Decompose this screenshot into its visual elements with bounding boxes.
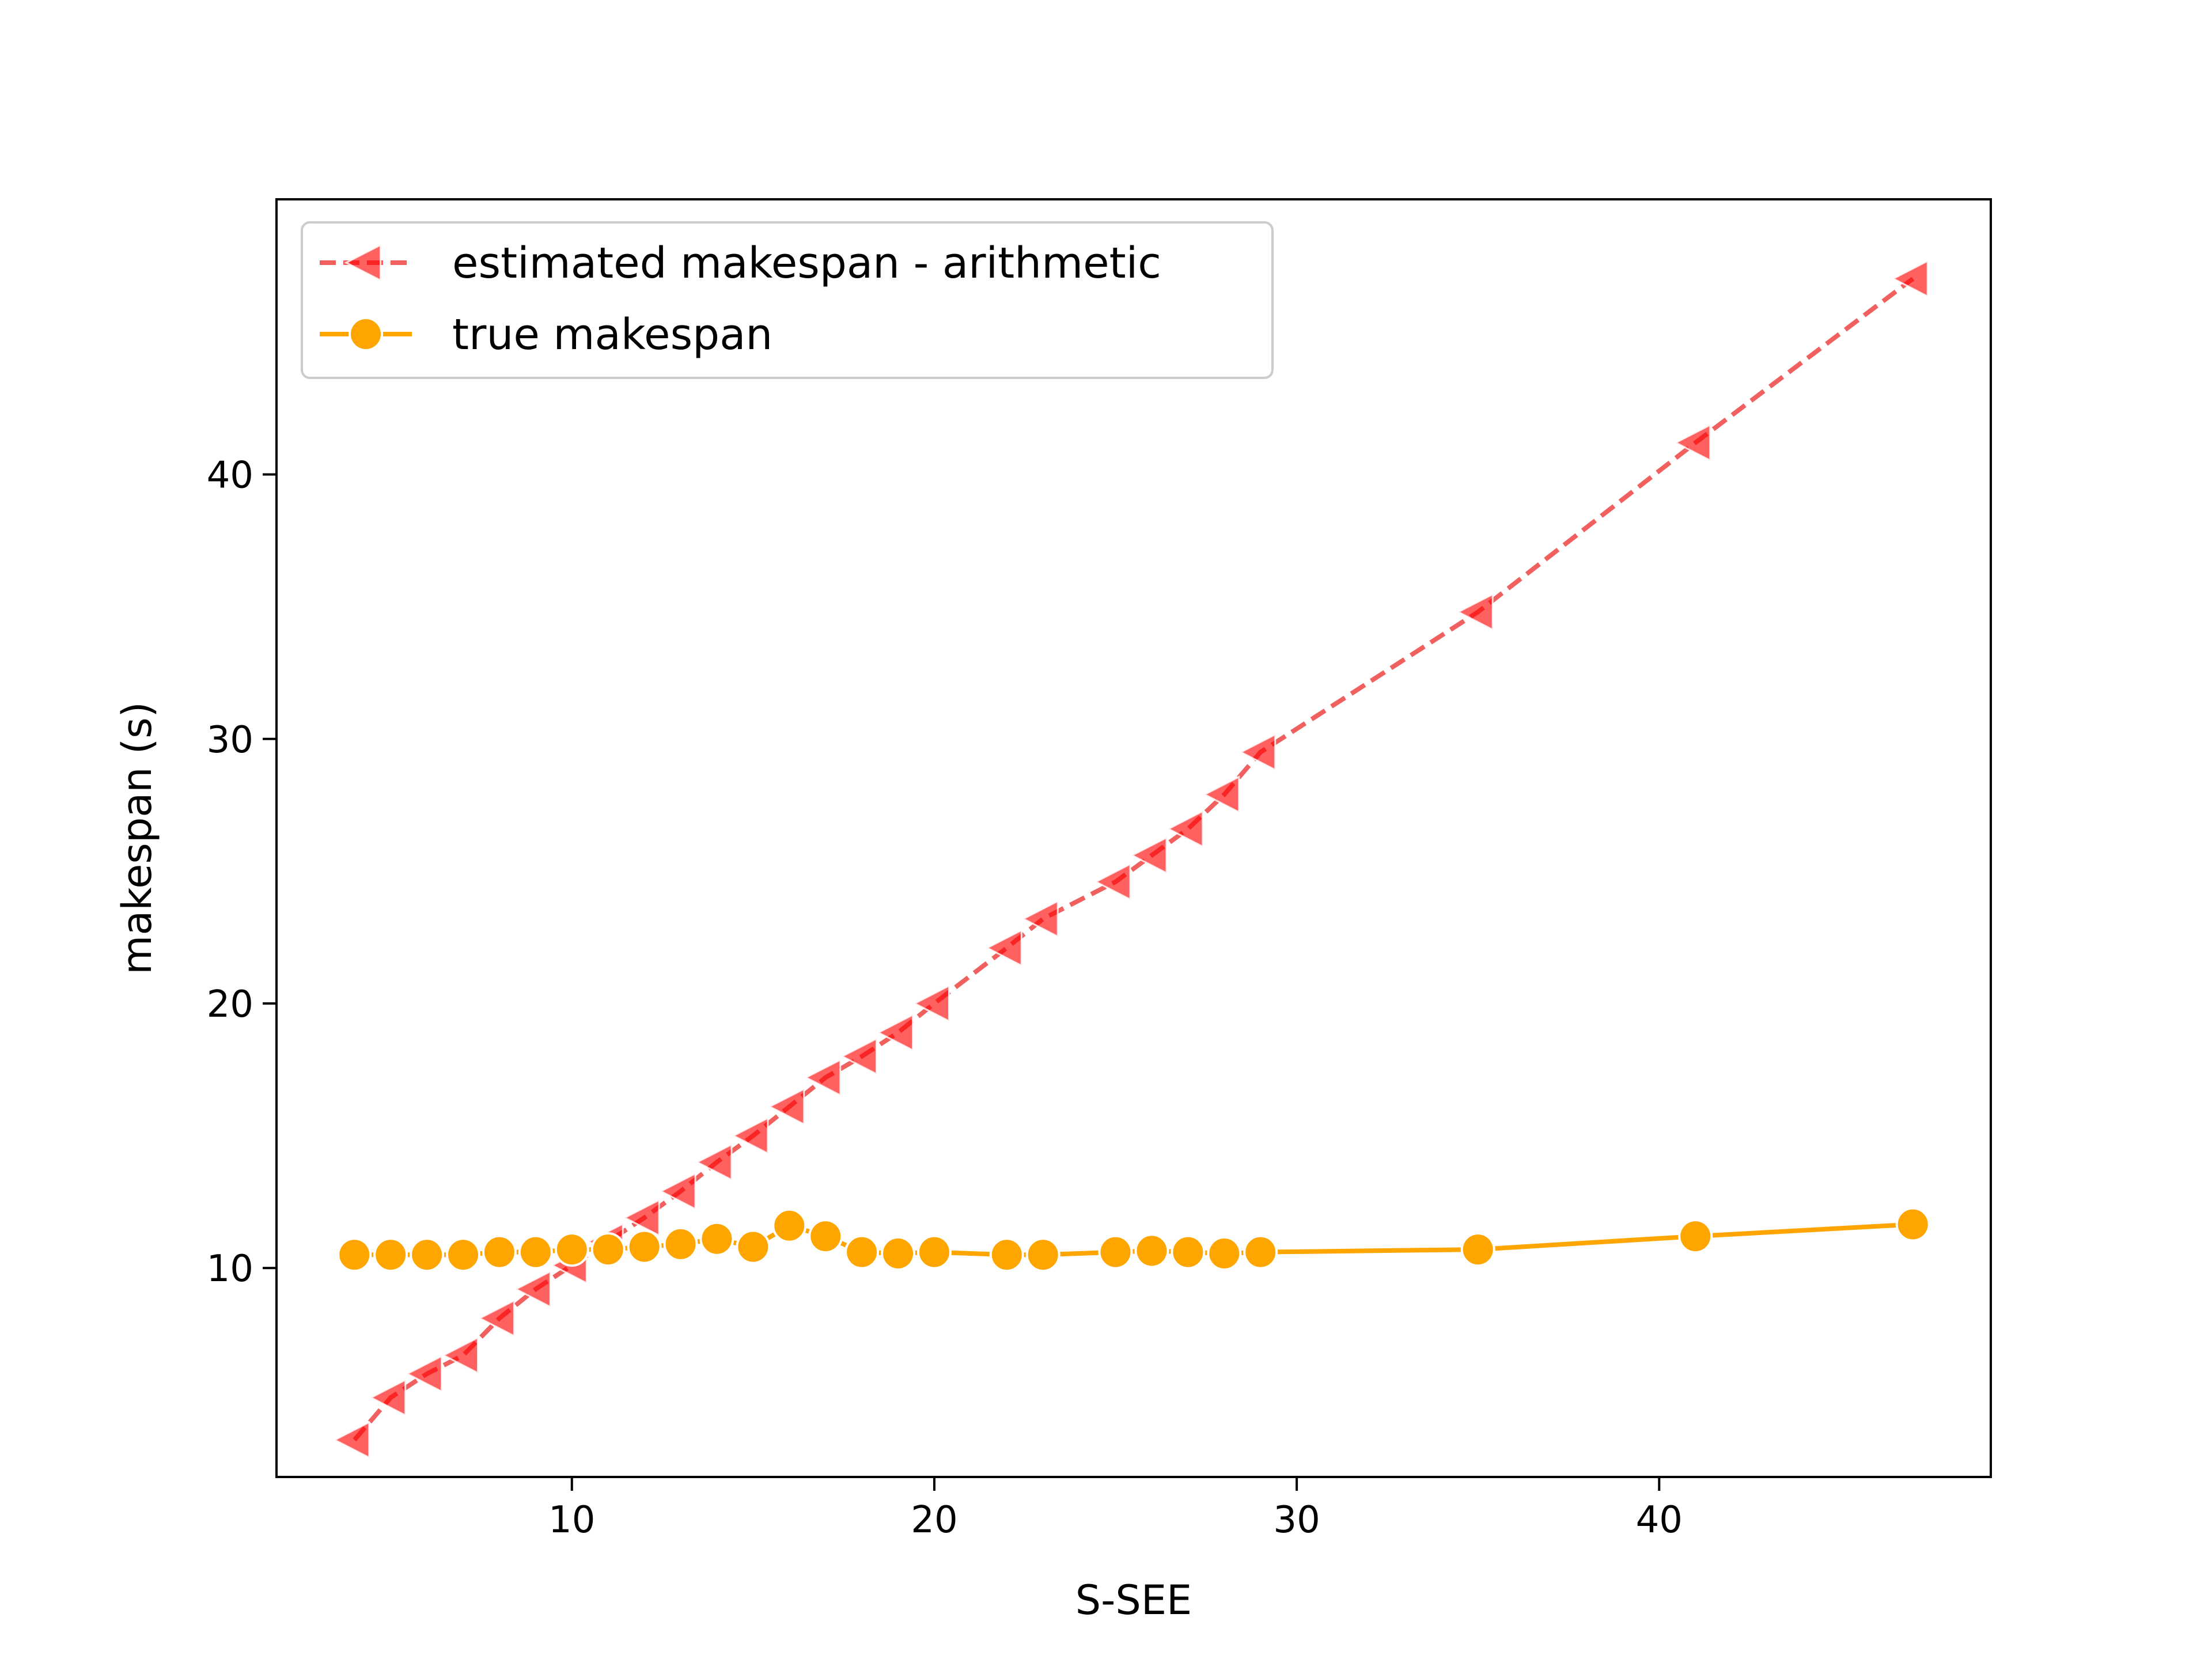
data-point-true-makespan-11 bbox=[590, 1232, 626, 1267]
data-point-true-makespan-28 bbox=[1207, 1236, 1242, 1271]
x-tick-label-40: 40 bbox=[1636, 1499, 1683, 1541]
data-point-estimated-makespan-arithmetic-16 bbox=[768, 1088, 805, 1126]
data-point-true-makespan-29 bbox=[1243, 1234, 1278, 1270]
data-point-estimated-makespan-arithmetic-19 bbox=[876, 1013, 914, 1052]
data-point-true-makespan-41 bbox=[1678, 1219, 1713, 1254]
data-point-true-makespan-20 bbox=[916, 1234, 952, 1270]
data-point-true-makespan-19 bbox=[881, 1236, 916, 1271]
ticks-layer: 10 20 30 40 10 20 30 40 bbox=[207, 454, 1683, 1541]
data-point-true-makespan-10 bbox=[554, 1232, 589, 1267]
data-point-estimated-makespan-arithmetic-41 bbox=[1673, 423, 1711, 462]
data-point-true-makespan-26 bbox=[1134, 1233, 1169, 1268]
x-axis-label: S-SEE bbox=[1075, 1577, 1192, 1624]
legend-label-true: true makespan bbox=[452, 310, 772, 359]
data-point-estimated-makespan-arithmetic-29 bbox=[1238, 733, 1277, 771]
data-point-true-makespan-18 bbox=[844, 1234, 880, 1270]
series-estimated-makespan-arithmetic bbox=[332, 259, 1929, 1459]
data-point-estimated-makespan-arithmetic-22 bbox=[985, 929, 1022, 967]
legend: estimated makespan - arithmetic true mak… bbox=[301, 221, 1274, 379]
data-point-estimated-makespan-arithmetic-9 bbox=[514, 1270, 551, 1309]
legend-label-estimated: estimated makespan - arithmetic bbox=[452, 238, 1161, 288]
data-point-estimated-makespan-arithmetic-15 bbox=[732, 1116, 769, 1155]
data-point-estimated-makespan-arithmetic-5 bbox=[369, 1378, 407, 1417]
data-point-true-makespan-13 bbox=[663, 1226, 698, 1262]
data-point-true-makespan-25 bbox=[1098, 1234, 1133, 1270]
series-layer bbox=[332, 259, 1930, 1459]
data-point-true-makespan-35 bbox=[1460, 1232, 1495, 1267]
data-point-true-makespan-16 bbox=[772, 1208, 807, 1243]
x-tick-label-10: 10 bbox=[548, 1499, 595, 1541]
legend-symbol-true-makespan bbox=[349, 317, 383, 351]
data-point-true-makespan-9 bbox=[518, 1234, 553, 1270]
x-tick-label-30: 30 bbox=[1273, 1499, 1320, 1541]
y-tick-label-10: 10 bbox=[207, 1248, 253, 1290]
y-axis-label: makespan (s) bbox=[113, 702, 161, 975]
data-point-true-makespan-22 bbox=[989, 1237, 1024, 1272]
data-point-estimated-makespan-arithmetic-26 bbox=[1130, 836, 1168, 874]
data-point-true-makespan-12 bbox=[627, 1229, 662, 1264]
data-point-estimated-makespan-arithmetic-23 bbox=[1021, 900, 1059, 938]
data-point-true-makespan-4 bbox=[337, 1237, 372, 1272]
data-point-estimated-makespan-arithmetic-20 bbox=[912, 984, 950, 1023]
x-tick-label-20: 20 bbox=[911, 1499, 957, 1541]
legend-marker-estimated bbox=[344, 243, 381, 282]
legend-frame bbox=[301, 221, 1274, 379]
data-point-true-makespan-7 bbox=[446, 1237, 481, 1272]
data-point-estimated-makespan-arithmetic-25 bbox=[1094, 862, 1131, 901]
data-point-estimated-makespan-arithmetic-7 bbox=[441, 1336, 479, 1374]
data-point-true-makespan-47 bbox=[1895, 1207, 1930, 1242]
data-point-true-makespan-17 bbox=[808, 1219, 843, 1254]
data-point-true-makespan-5 bbox=[373, 1237, 408, 1272]
data-point-estimated-makespan-arithmetic-12 bbox=[623, 1198, 660, 1237]
data-point-estimated-makespan-arithmetic-27 bbox=[1166, 809, 1204, 848]
data-point-estimated-makespan-arithmetic-35 bbox=[1456, 593, 1494, 631]
y-tick-label-20: 20 bbox=[207, 983, 253, 1026]
plot-frame bbox=[275, 198, 1992, 1478]
data-point-estimated-makespan-arithmetic-8 bbox=[478, 1299, 515, 1338]
legend-marker-true bbox=[349, 317, 383, 351]
y-tick-label-30: 30 bbox=[207, 719, 253, 762]
data-point-estimated-makespan-arithmetic-18 bbox=[840, 1037, 878, 1075]
series-true-makespan bbox=[337, 1207, 1930, 1272]
data-point-true-makespan-27 bbox=[1171, 1234, 1206, 1270]
data-point-estimated-makespan-arithmetic-14 bbox=[695, 1143, 733, 1181]
data-point-estimated-makespan-arithmetic-4 bbox=[332, 1421, 370, 1459]
data-point-true-makespan-8 bbox=[482, 1234, 517, 1270]
data-point-true-makespan-14 bbox=[699, 1221, 734, 1256]
data-point-true-makespan-6 bbox=[410, 1237, 445, 1272]
data-point-estimated-makespan-arithmetic-13 bbox=[659, 1172, 696, 1211]
data-point-estimated-makespan-arithmetic-28 bbox=[1203, 775, 1240, 814]
legend-symbol-estimated-makespan-arithmetic bbox=[344, 243, 381, 282]
data-point-estimated-makespan-arithmetic-47 bbox=[1891, 259, 1929, 298]
data-point-estimated-makespan-arithmetic-17 bbox=[804, 1058, 842, 1097]
data-point-true-makespan-15 bbox=[736, 1229, 771, 1264]
data-point-true-makespan-23 bbox=[1025, 1237, 1060, 1272]
data-point-estimated-makespan-arithmetic-6 bbox=[405, 1354, 443, 1393]
y-tick-label-40: 40 bbox=[207, 454, 253, 497]
